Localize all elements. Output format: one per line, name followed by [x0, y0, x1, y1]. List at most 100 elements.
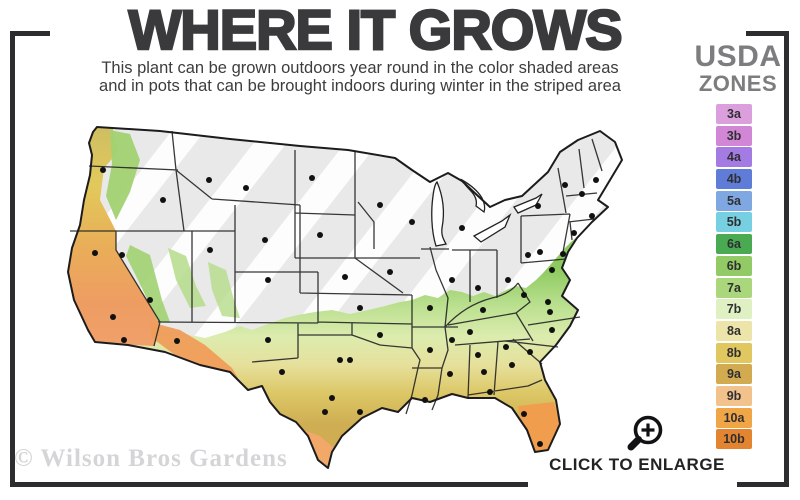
frame-top-left-segment [10, 31, 50, 36]
click-to-enlarge-button[interactable]: CLICK TO ENLARGE [549, 455, 725, 474]
usa-zones-map[interactable] [40, 105, 685, 477]
zone-swatch-6b: 6b [716, 255, 752, 276]
city-dot [562, 182, 568, 188]
northwest-green-patch [106, 130, 140, 220]
map-fill-layers [68, 127, 622, 468]
city-dot [279, 369, 285, 375]
city-dot [427, 305, 433, 311]
city-dot [467, 329, 473, 335]
city-dot [160, 197, 166, 203]
lake-ontario [513, 193, 543, 214]
city-dot [309, 175, 315, 181]
arizona-desert-orange-patch [150, 322, 238, 378]
city-dot [377, 332, 383, 338]
city-dot [147, 297, 153, 303]
zone-swatch-3a: 3a [716, 104, 752, 124]
city-dot [357, 305, 363, 311]
city-dot [322, 409, 328, 415]
zone-swatch-8b: 8b [716, 342, 752, 363]
frame-left-border [10, 31, 15, 487]
city-dot [537, 441, 543, 447]
city-dot [174, 338, 180, 344]
city-dot [357, 409, 363, 415]
city-dot [121, 337, 127, 343]
city-dot [265, 277, 271, 283]
zone-swatch-8a: 8a [716, 320, 752, 341]
city-dot [481, 369, 487, 375]
zone-swatch-4a: 4a [716, 147, 752, 168]
city-dot [521, 411, 527, 417]
watermark: © Wilson Bros Gardens [14, 445, 288, 472]
zone-swatch-6a: 6a [716, 234, 752, 255]
frame-top-right-segment [746, 31, 789, 36]
zone-swatch-9a: 9a [716, 364, 752, 385]
city-dot [206, 177, 212, 183]
magnifier-plus-icon[interactable] [622, 412, 668, 458]
city-dot [549, 267, 555, 273]
city-dot [92, 250, 98, 256]
frame-bottom-right-segment [737, 482, 789, 487]
legend-title-zones: ZONES [698, 71, 778, 96]
city-dot [100, 167, 106, 173]
subtitle: This plant can be grown outdoors year ro… [30, 59, 690, 95]
city-dot [449, 337, 455, 343]
city-dot [480, 307, 486, 313]
city-dot [422, 397, 428, 403]
zone-swatch-3b: 3b [716, 125, 752, 146]
zone-swatch-9b: 9b [716, 385, 752, 406]
city-dot [475, 285, 481, 291]
city-dot [589, 213, 595, 219]
city-dot [459, 225, 465, 231]
frame-right-border [784, 31, 789, 487]
city-dot [560, 251, 566, 257]
city-dot [503, 344, 509, 350]
city-dot [447, 371, 453, 377]
zone-swatch-5b: 5b [716, 212, 752, 233]
city-dot [427, 347, 433, 353]
city-dot [262, 237, 268, 243]
zone-swatch-7a: 7a [716, 277, 752, 298]
zone-list: 3a 3b 4a 4b 5a 5b 6a 6b 7a 7b 8a 8b 9a 9b 10a 10b [716, 104, 752, 450]
city-dot [110, 314, 116, 320]
south-florida-orange-patch [518, 402, 560, 452]
city-dot [537, 249, 543, 255]
city-dot [487, 389, 493, 395]
great-lakes [431, 178, 543, 247]
city-dot [505, 277, 511, 283]
subtitle-line-2: and in pots that can be brought indoors … [99, 76, 621, 95]
city-dot [527, 349, 533, 355]
city-dot [549, 327, 555, 333]
frame-bottom-left-segment [10, 482, 528, 487]
city-dot [475, 352, 481, 358]
page-title: WHERE IT GROWS [127, 0, 623, 61]
city-dot [329, 395, 335, 401]
city-dot [409, 219, 415, 225]
west-coast-zone-strip [68, 127, 160, 346]
city-dot [337, 357, 343, 363]
city-dot [243, 185, 249, 191]
city-dot [521, 292, 527, 298]
utah-green-patch [208, 262, 240, 318]
city-dot [265, 337, 271, 343]
city-dot [347, 357, 353, 363]
legend-title-usda: USDA [694, 40, 782, 73]
city-dot [207, 247, 213, 253]
city-dot [525, 252, 531, 258]
usda-zones-legend: USDA ZONES [688, 42, 788, 96]
city-dots [92, 167, 599, 447]
city-dot [342, 274, 348, 280]
city-dot [449, 277, 455, 283]
zone-swatch-5a: 5a [716, 190, 752, 211]
zone-swatch-10b: 10b [716, 429, 752, 450]
city-dot [535, 203, 541, 209]
zone-swatch-4b: 4b [716, 169, 752, 190]
city-dot [387, 269, 393, 275]
city-dot [317, 232, 323, 238]
zone-swatch-10a: 10a [716, 407, 752, 428]
city-dot [377, 202, 383, 208]
city-dot [545, 299, 551, 305]
lake-erie [472, 213, 512, 243]
city-dot [579, 191, 585, 197]
city-dot [571, 230, 577, 236]
